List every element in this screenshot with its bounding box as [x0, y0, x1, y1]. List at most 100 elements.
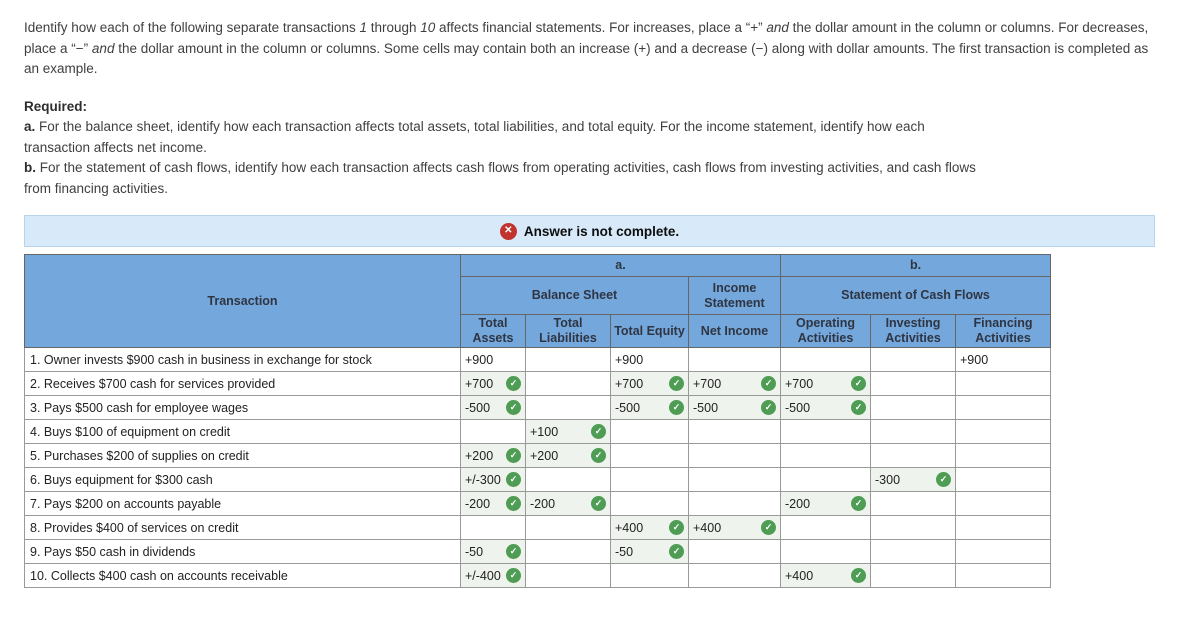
answer-cell[interactable] — [525, 539, 611, 564]
answer-cell[interactable] — [870, 563, 956, 588]
answer-cell[interactable]: +900 — [955, 347, 1051, 372]
transaction-label: 3. Pays $500 cash for employee wages — [24, 395, 461, 420]
answer-cell[interactable]: +900 — [610, 347, 689, 372]
answer-cell[interactable] — [955, 443, 1051, 468]
column-header-financing-activities: Financing Activities — [955, 314, 1051, 348]
cell-value: -200 — [530, 496, 556, 511]
intro-segment: Identify how each of the following separ… — [24, 20, 360, 35]
table-row: 6. Buys equipment for $300 cash +/-300 ✓ -3… — [24, 467, 1051, 492]
answer-cell[interactable] — [610, 491, 689, 516]
table-row: 4. Buys $100 of equipment on credit +100 ✓ — [24, 419, 1051, 444]
answer-cell[interactable] — [525, 395, 611, 420]
answer-cell[interactable] — [955, 539, 1051, 564]
page: Identify how each of the following separ… — [24, 20, 1155, 588]
answer-cell[interactable]: -300 ✓ — [870, 467, 956, 492]
answer-cell[interactable] — [870, 371, 956, 396]
answer-cell[interactable]: +700 ✓ — [610, 371, 689, 396]
answer-cell[interactable] — [610, 419, 689, 444]
answer-cell[interactable] — [780, 347, 871, 372]
answer-cell[interactable]: -50 ✓ — [610, 539, 689, 564]
correct-check-icon: ✓ — [591, 448, 606, 463]
answer-cell[interactable] — [955, 395, 1051, 420]
answer-cell[interactable] — [525, 347, 611, 372]
answer-cell[interactable] — [525, 467, 611, 492]
cell-value: -500 — [615, 400, 641, 415]
cell-value: -50 — [465, 544, 484, 559]
answer-cell[interactable] — [688, 539, 781, 564]
answer-cell[interactable] — [870, 443, 956, 468]
answer-cell[interactable] — [610, 467, 689, 492]
cell-value: +/-300 — [465, 472, 501, 487]
answer-cell[interactable] — [688, 563, 781, 588]
answer-cell[interactable]: +700 ✓ — [460, 371, 526, 396]
answer-cell[interactable] — [688, 491, 781, 516]
answer-cell[interactable] — [688, 419, 781, 444]
cell-value: +100 — [530, 424, 559, 439]
column-header-net-income: Net Income — [688, 314, 781, 348]
cell-value: -300 — [875, 472, 901, 487]
transaction-label: 7. Pays $200 on accounts payable — [24, 491, 461, 516]
answer-cell[interactable] — [688, 347, 781, 372]
correct-check-icon: ✓ — [506, 448, 521, 463]
cell-value: +400 — [693, 520, 722, 535]
answer-cell[interactable]: -500 ✓ — [780, 395, 871, 420]
correct-check-icon: ✓ — [506, 400, 521, 415]
answer-cell[interactable] — [870, 515, 956, 540]
answer-cell[interactable]: +900 — [460, 347, 526, 372]
answer-cell[interactable] — [870, 395, 956, 420]
required-item-a-prefix: a. — [24, 119, 36, 134]
correct-check-icon: ✓ — [669, 400, 684, 415]
answer-cell[interactable]: +700 ✓ — [780, 371, 871, 396]
answer-cell[interactable] — [525, 515, 611, 540]
answer-cell[interactable] — [870, 419, 956, 444]
answer-status-banner: ✕ Answer is not complete. — [24, 215, 1155, 247]
answer-cell[interactable] — [525, 371, 611, 396]
answer-cell[interactable] — [460, 419, 526, 444]
answer-cell[interactable]: +700 ✓ — [688, 371, 781, 396]
answer-cell[interactable]: +200 ✓ — [460, 443, 526, 468]
answer-cell[interactable] — [780, 515, 871, 540]
answer-cell[interactable]: -200 ✓ — [460, 491, 526, 516]
correct-check-icon: ✓ — [851, 568, 866, 583]
answer-cell[interactable]: +400 ✓ — [610, 515, 689, 540]
transaction-label: 5. Purchases $200 of supplies on credit — [24, 443, 461, 468]
answer-cell[interactable] — [780, 443, 871, 468]
answer-cell[interactable]: -500 ✓ — [610, 395, 689, 420]
answer-cell[interactable] — [780, 539, 871, 564]
answer-cell[interactable]: +400 ✓ — [688, 515, 781, 540]
answer-cell[interactable]: -200 ✓ — [780, 491, 871, 516]
answer-cell[interactable] — [610, 443, 689, 468]
answer-cell[interactable] — [955, 419, 1051, 444]
answer-cell[interactable]: +/-300 ✓ — [460, 467, 526, 492]
answer-cell[interactable] — [870, 347, 956, 372]
answer-cell[interactable]: -500 ✓ — [460, 395, 526, 420]
intro-segment: affects financial statements. For increa… — [435, 20, 767, 35]
answer-cell[interactable]: +400 ✓ — [780, 563, 871, 588]
answer-cell[interactable] — [870, 539, 956, 564]
cell-value: -200 — [785, 496, 811, 511]
correct-check-icon: ✓ — [761, 520, 776, 535]
answer-cell[interactable] — [610, 563, 689, 588]
cell-value: +200 — [465, 448, 494, 463]
answer-cell[interactable]: -50 ✓ — [460, 539, 526, 564]
answer-cell[interactable]: -200 ✓ — [525, 491, 611, 516]
transactions-table: Transaction a. b. Balance Sheet Income S… — [24, 254, 1051, 588]
answer-cell[interactable]: +200 ✓ — [525, 443, 611, 468]
answer-cell[interactable] — [955, 491, 1051, 516]
answer-cell[interactable]: +100 ✓ — [525, 419, 611, 444]
answer-cell[interactable] — [780, 419, 871, 444]
answer-cell[interactable] — [870, 491, 956, 516]
answer-cell[interactable] — [955, 563, 1051, 588]
answer-cell[interactable] — [955, 467, 1051, 492]
answer-cell[interactable] — [688, 443, 781, 468]
answer-cell[interactable] — [525, 563, 611, 588]
answer-cell[interactable] — [955, 371, 1051, 396]
answer-cell[interactable]: -500 ✓ — [688, 395, 781, 420]
correct-check-icon: ✓ — [506, 544, 521, 559]
answer-cell[interactable] — [780, 467, 871, 492]
answer-cell[interactable] — [460, 515, 526, 540]
answer-cell[interactable]: +/-400 ✓ — [460, 563, 526, 588]
table-row: 8. Provides $400 of services on credit +4… — [24, 515, 1051, 540]
answer-cell[interactable] — [955, 515, 1051, 540]
answer-cell[interactable] — [688, 467, 781, 492]
